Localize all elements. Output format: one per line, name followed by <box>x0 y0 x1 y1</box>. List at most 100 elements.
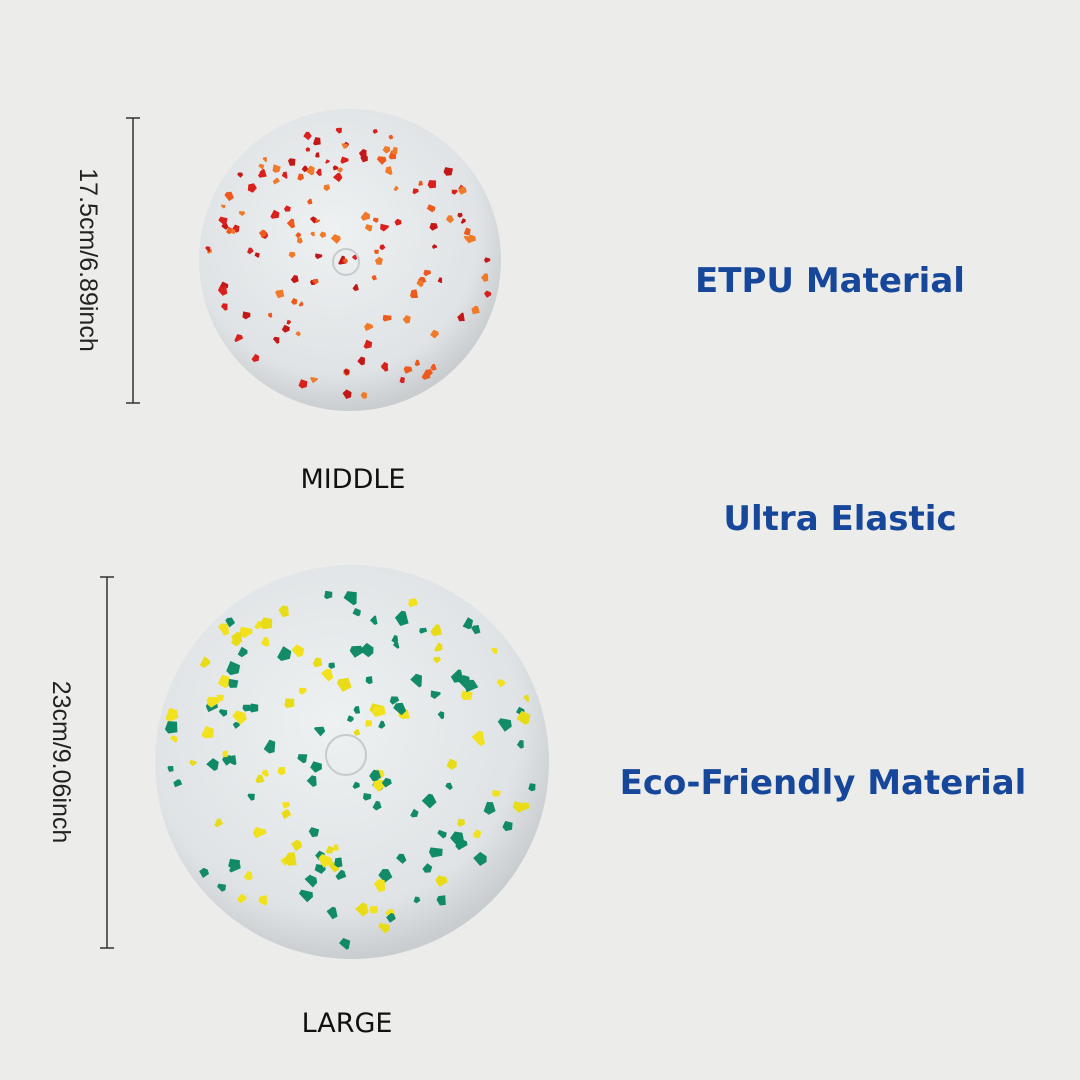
speckle <box>491 647 498 655</box>
speckle <box>239 626 253 639</box>
speckle <box>243 870 253 881</box>
speckle <box>472 829 482 838</box>
speckle <box>399 376 405 384</box>
speckle <box>218 623 229 636</box>
speckle <box>346 715 354 723</box>
speckle <box>431 244 437 249</box>
disc-center <box>332 248 360 276</box>
speckle <box>430 364 437 371</box>
speckle <box>291 298 298 305</box>
speckle <box>310 761 322 773</box>
speckle <box>343 368 350 376</box>
speckle <box>471 730 485 747</box>
speckle <box>325 845 334 854</box>
speckle <box>403 366 413 374</box>
speckle <box>314 726 326 737</box>
speckle <box>353 706 361 714</box>
feature-text: Eco-Friendly Material <box>620 763 1027 803</box>
speckle <box>218 709 228 717</box>
speckle <box>173 779 183 788</box>
speckle <box>217 883 226 892</box>
speckle <box>391 635 399 643</box>
speckle <box>309 216 317 224</box>
speckle <box>352 284 359 292</box>
speckle <box>170 735 178 743</box>
speckle <box>288 158 296 166</box>
speckle <box>492 790 501 797</box>
speckle <box>247 793 255 801</box>
speckle <box>227 678 239 688</box>
speckle <box>516 740 524 749</box>
speckle <box>359 642 374 658</box>
middle-disc <box>199 109 501 411</box>
speckle <box>413 896 421 904</box>
speckle <box>358 149 367 158</box>
speckle <box>396 853 407 864</box>
speckle <box>242 704 251 712</box>
speckle <box>301 165 309 173</box>
speckle <box>445 782 453 791</box>
speckle <box>450 669 464 683</box>
speckle <box>323 184 331 192</box>
speckle <box>225 617 236 628</box>
speckle <box>304 874 318 888</box>
speckle <box>214 818 224 828</box>
speckle <box>521 802 530 811</box>
speckle <box>430 624 442 637</box>
speckle <box>363 793 372 801</box>
speckle <box>305 147 310 152</box>
speckle <box>232 710 247 725</box>
speckle <box>363 339 373 349</box>
speckle <box>385 166 393 175</box>
speckle <box>230 228 236 235</box>
speckle <box>378 922 390 934</box>
speckle <box>340 156 349 164</box>
speckle <box>382 314 392 322</box>
dimension-label: 17.5cm/6.89inch <box>74 168 102 351</box>
speckle <box>226 226 234 235</box>
speckle <box>422 863 433 873</box>
speckle <box>335 127 342 134</box>
speckle <box>416 280 424 288</box>
speckle <box>199 656 211 668</box>
speckle <box>259 169 264 175</box>
speckle <box>216 694 224 702</box>
size-label: MIDDLE <box>301 464 406 495</box>
speckle <box>393 702 407 716</box>
speckle <box>372 800 382 811</box>
speckle <box>380 223 389 232</box>
speckle <box>234 334 244 343</box>
speckle <box>437 711 445 720</box>
speckle <box>450 831 465 846</box>
speckle <box>229 860 241 873</box>
speckle <box>461 690 473 700</box>
speckle <box>466 234 477 244</box>
speckle <box>360 211 370 221</box>
speckle <box>434 642 443 652</box>
speckle <box>376 156 387 165</box>
speckle <box>437 277 443 284</box>
speckle <box>217 674 230 688</box>
speckle <box>410 673 422 688</box>
speckle <box>437 829 447 839</box>
speckle <box>364 224 373 232</box>
speckle <box>226 661 241 676</box>
speckle <box>258 895 268 906</box>
speckle <box>206 758 219 771</box>
speckle <box>374 256 383 265</box>
speckle <box>339 938 351 950</box>
speckle <box>297 754 308 764</box>
speckle <box>496 678 505 688</box>
speckle <box>286 218 295 229</box>
speckle <box>372 706 386 718</box>
speckle <box>410 289 418 299</box>
speckle <box>337 167 343 173</box>
speckle <box>343 591 357 606</box>
speckle <box>263 739 276 754</box>
speckle <box>207 696 220 708</box>
speckle <box>436 895 446 906</box>
speckle <box>430 329 439 339</box>
speckle <box>314 253 323 260</box>
speckle <box>332 165 339 171</box>
